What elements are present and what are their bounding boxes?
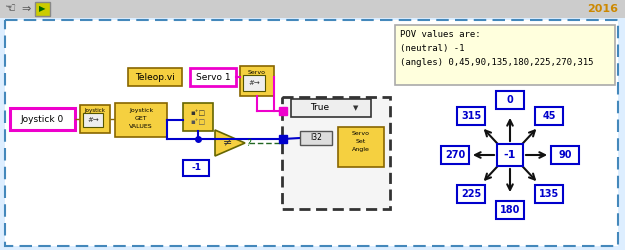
Text: 270: 270: [445, 150, 465, 160]
Bar: [291, 99, 371, 117]
Text: 90: 90: [558, 150, 572, 160]
Bar: [240, 66, 274, 96]
Bar: [338, 127, 384, 167]
Text: 45: 45: [542, 111, 556, 121]
Bar: [279, 107, 287, 115]
Text: 2016: 2016: [587, 4, 618, 14]
Text: 225: 225: [461, 189, 481, 199]
Bar: [128, 68, 182, 86]
Bar: [183, 103, 213, 131]
Bar: [535, 185, 563, 203]
Text: 135: 135: [539, 189, 559, 199]
Bar: [395, 25, 615, 85]
Text: 0: 0: [507, 95, 513, 105]
Bar: [496, 91, 524, 109]
Text: #→: #→: [248, 80, 260, 86]
Bar: [496, 201, 524, 219]
Text: Set: Set: [356, 139, 366, 144]
Text: Joystick: Joystick: [84, 108, 106, 113]
Text: Joystick: Joystick: [129, 108, 153, 113]
Text: Servo 1: Servo 1: [196, 72, 230, 82]
Text: Joystick 0: Joystick 0: [21, 114, 64, 124]
Text: GET: GET: [135, 116, 148, 121]
Text: ⇒: ⇒: [21, 4, 31, 14]
Bar: [190, 68, 236, 86]
Text: VALUES: VALUES: [129, 124, 153, 129]
Bar: [300, 131, 332, 145]
Text: 180: 180: [500, 205, 520, 215]
Text: 315: 315: [461, 111, 481, 121]
Bar: [535, 107, 563, 125]
Bar: [282, 97, 390, 209]
Text: #→: #→: [87, 117, 99, 123]
Text: ☜: ☜: [4, 2, 16, 16]
Text: ?: ?: [247, 138, 251, 147]
Text: True: True: [311, 104, 329, 112]
Text: ≠: ≠: [223, 138, 232, 148]
Text: -1: -1: [504, 150, 516, 160]
Text: Servo: Servo: [352, 131, 370, 136]
Text: Servo: Servo: [248, 70, 266, 75]
Polygon shape: [215, 130, 245, 156]
Text: ▪⁺□: ▪⁺□: [191, 118, 206, 125]
Text: ▪⁺□: ▪⁺□: [191, 109, 206, 116]
Text: -1: -1: [191, 164, 201, 172]
Bar: [80, 105, 110, 133]
Bar: [279, 135, 287, 143]
Text: I32: I32: [310, 134, 322, 142]
Bar: [243, 75, 265, 91]
Bar: [551, 146, 579, 164]
Text: Angle: Angle: [352, 147, 370, 152]
Bar: [457, 107, 485, 125]
Bar: [10, 108, 75, 130]
Bar: [457, 185, 485, 203]
Bar: [183, 160, 209, 176]
Text: ▼: ▼: [353, 105, 359, 111]
Text: Teleop.vi: Teleop.vi: [135, 72, 175, 82]
Text: ▶: ▶: [39, 4, 45, 14]
Bar: [35, 2, 50, 16]
Bar: [441, 146, 469, 164]
Bar: [115, 103, 167, 137]
Bar: [83, 113, 103, 127]
Text: POV values are:
(neutral) -1
(angles) 0,45,90,135,180,225,270,315: POV values are: (neutral) -1 (angles) 0,…: [400, 30, 594, 67]
Bar: [0, 0, 625, 18]
Bar: [497, 144, 523, 166]
